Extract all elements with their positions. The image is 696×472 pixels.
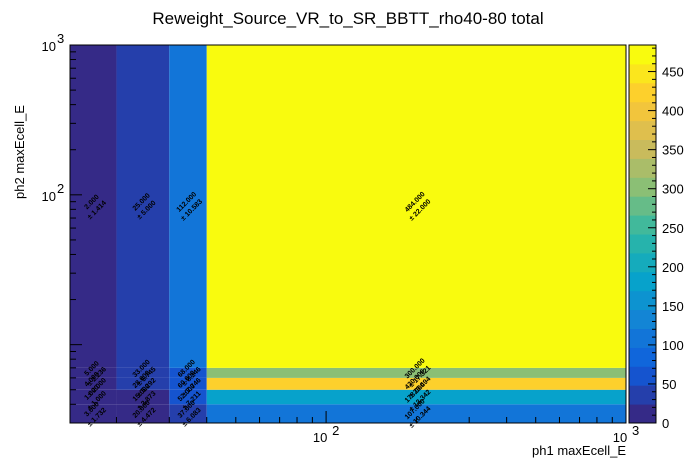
y-tick-label: 10 — [42, 189, 56, 204]
heatmap-cell — [116, 389, 170, 405]
chart-title: Reweight_Source_VR_to_SR_BBTT_rho40-80 t… — [152, 9, 543, 28]
heatmap-cell — [116, 45, 170, 368]
heatmap-cell — [70, 404, 117, 423]
color-scale-tick-label: 300 — [662, 182, 684, 197]
color-scale-band — [629, 177, 656, 197]
color-scale-band — [629, 347, 656, 367]
color-scale-bar: 0 50 100 150 200 250 300 350 400 450 — [628, 44, 684, 431]
color-scale-band — [629, 404, 656, 424]
heatmap-cells — [70, 45, 626, 423]
x-axis-label: ph1 maxEcell_E — [532, 443, 626, 458]
heatmap-cell — [206, 389, 626, 405]
color-scale-band — [629, 82, 656, 103]
y-tick-label-exponent: 2 — [57, 181, 64, 196]
color-scale-tick-label: 200 — [662, 260, 684, 275]
heatmap-cell — [116, 367, 170, 378]
heatmap-cell — [206, 404, 626, 423]
color-scale-band — [629, 366, 656, 386]
heatmap-cell — [116, 404, 170, 423]
heatmap-cell — [116, 377, 170, 390]
color-scale-band — [629, 271, 656, 292]
heatmap-cell — [169, 367, 207, 378]
color-scale-band — [629, 158, 656, 178]
color-scale-band — [629, 328, 656, 348]
heatmap-cell — [169, 404, 207, 423]
color-scale-band — [629, 120, 656, 140]
color-scale-band — [629, 234, 656, 254]
color-scale-band — [629, 101, 656, 122]
color-scale-band — [629, 290, 656, 311]
heatmap-cell — [70, 377, 117, 390]
x-tick-label: 10 — [613, 430, 627, 445]
y-tick-label-exponent: 3 — [57, 31, 64, 46]
plot-frame — [69, 44, 627, 424]
color-scale-band — [629, 63, 656, 84]
color-scale-band — [629, 215, 656, 235]
heatmap-cell — [70, 367, 117, 378]
color-scale-tick-label: 350 — [662, 143, 684, 158]
y-axis-label: ph2 maxEcell_E — [12, 105, 27, 199]
heatmap-cell — [206, 367, 626, 378]
color-scale-tick-label: 0 — [662, 416, 669, 431]
color-scale-band — [629, 45, 656, 65]
color-scale-tick-label: 150 — [662, 299, 684, 314]
color-scale-tick-label: 400 — [662, 104, 684, 119]
x-tick-label-exponent: 2 — [332, 423, 339, 438]
heatmap-cell — [206, 377, 626, 390]
color-scale-tick-label: 100 — [662, 338, 684, 353]
color-scale-band — [629, 309, 656, 329]
heatmap-cell — [70, 389, 117, 405]
heatmap-cell — [169, 377, 207, 390]
x-axis: 10 2 10 3 — [115, 411, 639, 445]
heatmap-cell — [169, 45, 207, 368]
color-scale-tick-label: 450 — [662, 65, 684, 80]
heatmap-cell — [169, 389, 207, 405]
color-scale-band — [629, 139, 656, 159]
color-scale-band — [629, 196, 656, 216]
color-scale-tick-label: 250 — [662, 221, 684, 236]
heatmap-cell — [70, 45, 117, 368]
y-tick-label: 10 — [42, 39, 56, 54]
x-tick-label-exponent: 3 — [632, 423, 639, 438]
x-tick-label: 10 — [313, 430, 327, 445]
heatmap-cell — [206, 45, 626, 368]
color-scale-band — [629, 252, 656, 273]
color-scale-band — [629, 385, 656, 405]
color-scale-tick-label: 50 — [662, 377, 676, 392]
color-scale-frame — [628, 44, 657, 424]
